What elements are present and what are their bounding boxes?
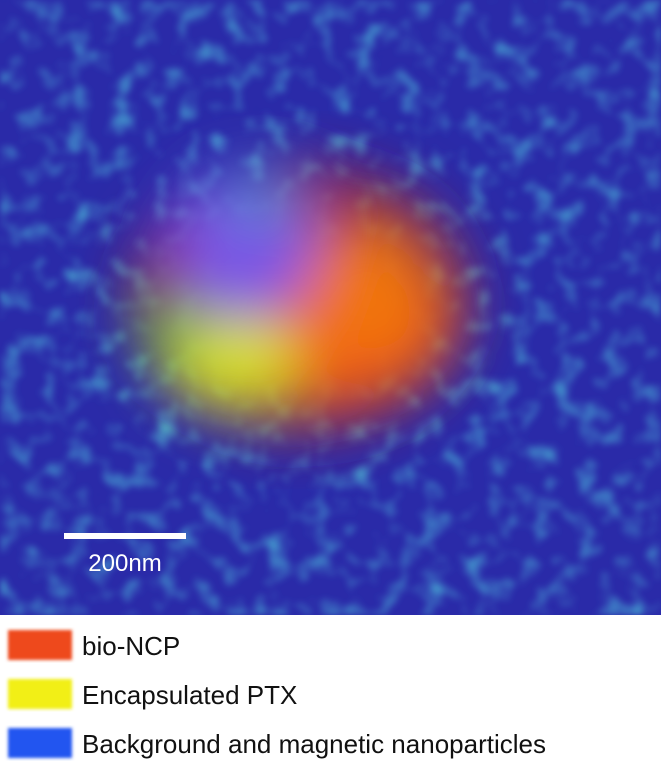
scale-bar-label: 200nm xyxy=(88,550,161,577)
legend-swatch xyxy=(8,728,72,758)
legend-label: Background and magnetic nanoparticles xyxy=(82,729,546,759)
legend-label: Encapsulated PTX xyxy=(82,680,297,710)
legend-swatch xyxy=(8,630,72,660)
legend-label: bio-NCP xyxy=(82,631,180,661)
legend-swatch xyxy=(8,679,72,709)
micrograph: 200nm xyxy=(0,0,661,615)
legend: bio-NCP Encapsulated PTX Background and ma… xyxy=(8,630,546,759)
